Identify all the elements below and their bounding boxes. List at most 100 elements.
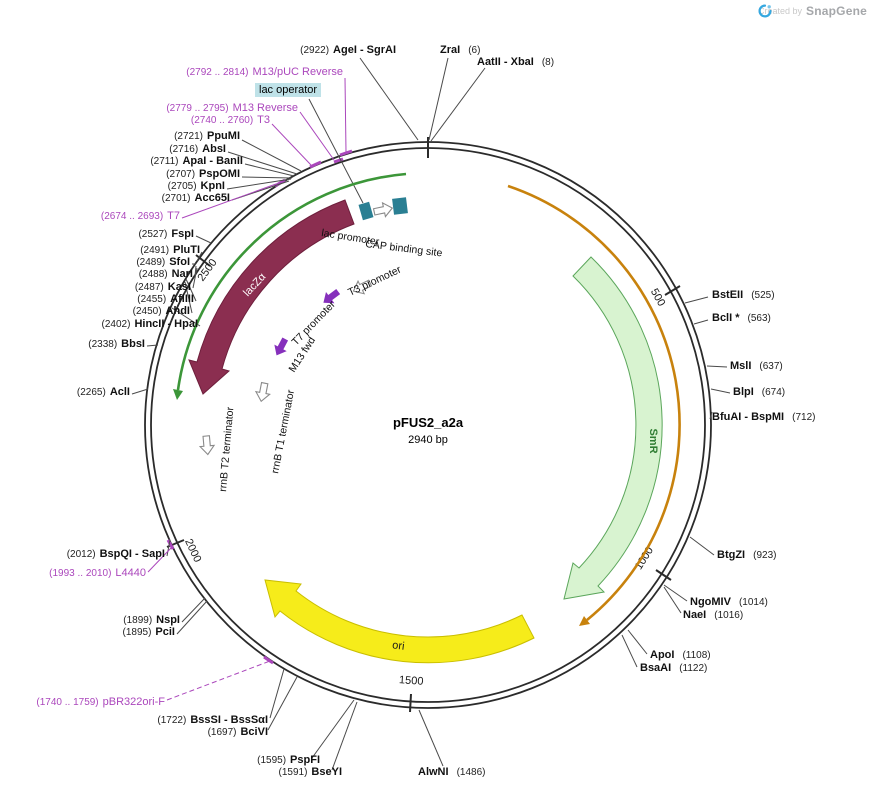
site-label-pbr322ori-f[interactable]: (1740 .. 1759) pBR322ori-F (36, 696, 165, 708)
leader-line (227, 151, 298, 175)
site-label-ngomiv[interactable]: NgoMIV (1014) (690, 596, 768, 608)
site-label-pcii[interactable]: (1895) PciI (122, 626, 175, 638)
site-label-t7[interactable]: (2674 .. 2693) T7 (100, 210, 180, 222)
leader-line (195, 235, 212, 244)
leader-line (176, 600, 208, 635)
site-label-pspfi[interactable]: (1595) PspFI (257, 754, 320, 766)
leader-line (308, 98, 364, 204)
leader-line (428, 57, 449, 141)
tick-marks (166, 137, 681, 713)
site-label-bfuai-bspmi[interactable]: BfuAI - BspMI (712) (712, 411, 816, 423)
site-label-pluti[interactable]: (2491) PluTI (140, 244, 200, 256)
lac-operator-box[interactable] (358, 201, 374, 221)
leader-line (244, 163, 295, 177)
snapgene-brand-text: SnapGene (806, 4, 867, 18)
leader-line (131, 388, 149, 395)
site-label-bseyi[interactable]: (1591) BseYI (278, 766, 342, 778)
site-label-bsssi[interactable]: (1722) BssSI - BssSαI (157, 714, 268, 726)
site-label-m13puc-reverse[interactable]: (2792 .. 2814) M13/pUC Reverse (186, 66, 343, 78)
site-label-bbsi[interactable]: (2338) BbsI (88, 338, 145, 350)
site-label-absi[interactable]: (2716) AbsI (169, 143, 226, 155)
ori-label: ori (392, 639, 406, 652)
leader-line (627, 629, 648, 655)
snapgene-logo-icon (758, 4, 772, 18)
lac-promoter-arrow-icon[interactable] (372, 201, 394, 219)
tick-2500 (195, 254, 211, 267)
site-label-hincii-hpai[interactable]: (2402) HincII - HpaI (101, 318, 198, 330)
site-label-blpi[interactable]: BlpI (674) (733, 386, 786, 398)
site-label-nspi[interactable]: (1899) NspI (123, 614, 180, 626)
site-label-bsteii[interactable]: BstEII (525) (712, 289, 775, 301)
lacz-gene-arc[interactable] (176, 172, 407, 391)
t3-promoter-arrow-icon[interactable] (350, 277, 373, 298)
site-label-agei-sgrai[interactable]: (2922) AgeI - SgrAI (300, 44, 396, 56)
site-label-ahdi[interactable]: (2450) AhdI (132, 305, 190, 317)
t7-promoter-arrow-shape (323, 289, 341, 304)
leader-line (430, 67, 486, 142)
site-label-alwni[interactable]: AlwNI (1486) (418, 766, 486, 778)
site-label-bcivi[interactable]: (1697) BciVI (207, 726, 268, 738)
lac-promoter-arrow-shape (372, 201, 394, 218)
leader-line (710, 388, 731, 394)
site-label-ppumi[interactable]: (2721) PpuMI (174, 130, 240, 142)
smr-label: SmR (647, 428, 659, 453)
site-label-fspi[interactable]: (2527) FspI (138, 228, 194, 240)
leader-lines (131, 57, 731, 771)
site-label-acc65i[interactable]: (2701) Acc65I (161, 192, 230, 204)
primer-mark-m13puc-reverse (339, 149, 353, 157)
leader-line (267, 676, 298, 731)
site-label-l4440[interactable]: (1993 .. 2010) L4440 (49, 567, 146, 579)
primer-mark-m13-reverse (333, 157, 344, 164)
leader-line (331, 701, 358, 771)
site-label-aatii-xbai[interactable]: AatII - XbaI (8) (477, 56, 555, 68)
rrnb-t1-terminator-label: rrnB T1 terminator (269, 388, 297, 474)
site-label-apoi[interactable]: ApoI (1108) (650, 649, 711, 661)
leader-line (706, 365, 728, 368)
cap-binding-site-box[interactable] (392, 197, 408, 215)
site-label-t3[interactable]: (2740 .. 2760) T3 (190, 114, 270, 126)
rrnb-t2-terminator-label: rrnB T2 terminator (217, 406, 236, 492)
tick-1500 (409, 693, 412, 713)
site-label-nari[interactable]: (2488) NarI (138, 268, 193, 280)
site-label-msli[interactable]: MslI (637) (730, 360, 783, 372)
primer-mark-l4440 (166, 539, 175, 550)
leader-line (185, 278, 197, 302)
created-by-text: Created by (758, 6, 803, 16)
leader-line (166, 539, 171, 557)
site-label-afliii[interactable]: (2455) AflIII (137, 293, 194, 305)
ori-arrow[interactable] (264, 579, 535, 664)
leader-line (418, 709, 444, 767)
leader-line (194, 265, 197, 277)
leader-line (663, 584, 688, 602)
lac-operator-box-rect (358, 201, 374, 221)
leader-line (693, 319, 709, 325)
site-label-bcli[interactable]: BclI * (563) (712, 312, 771, 324)
site-label-sfoi[interactable]: (2489) SfoI (136, 256, 190, 268)
site-label-apai-banii[interactable]: (2711) ApaI - BanII (150, 155, 243, 167)
leader-line (184, 281, 193, 314)
site-label-pspomi[interactable]: (2707) PspOMI (166, 168, 240, 180)
lacz-gene-arc-arrowhead (173, 389, 183, 400)
site-label-kasi[interactable]: (2487) KasI (134, 281, 191, 293)
t7-promoter-arrow-icon[interactable] (319, 286, 342, 308)
site-label-kpni[interactable]: (2705) KpnI (167, 180, 225, 192)
rrnb-t1-terminator-shape (254, 381, 271, 403)
smr-cds-arrow[interactable] (563, 256, 663, 600)
site-label-bspqi-sapi[interactable]: (2012) BspQI - SapI (66, 548, 165, 560)
smr-gene-arc[interactable] (507, 184, 681, 622)
leader-line (344, 77, 347, 153)
site-label-acli[interactable]: (2265) AclI (76, 386, 130, 398)
m13-fwd-arrow-icon[interactable] (270, 336, 291, 359)
leader-line (663, 586, 682, 614)
rrnb-t1-terminator-icon[interactable] (254, 381, 271, 403)
site-label-zrai[interactable]: ZraI (6) (440, 44, 481, 56)
site-label-m13-reverse[interactable]: (2779 .. 2795) M13 Reverse (166, 102, 298, 114)
lacza-cds-arrow[interactable] (188, 199, 355, 395)
site-label-btgzi[interactable]: BtgZI (923) (717, 549, 777, 561)
rrnb-t2-terminator-icon[interactable] (198, 435, 216, 456)
lac-operator-chip[interactable]: lac operator (255, 83, 322, 97)
site-label-bsaai[interactable]: BsaAI (1122) (640, 662, 708, 674)
site-label-naei[interactable]: NaeI (1016) (683, 609, 744, 621)
tick-label-2500: 2500 (196, 257, 220, 284)
leader-line (241, 139, 302, 172)
